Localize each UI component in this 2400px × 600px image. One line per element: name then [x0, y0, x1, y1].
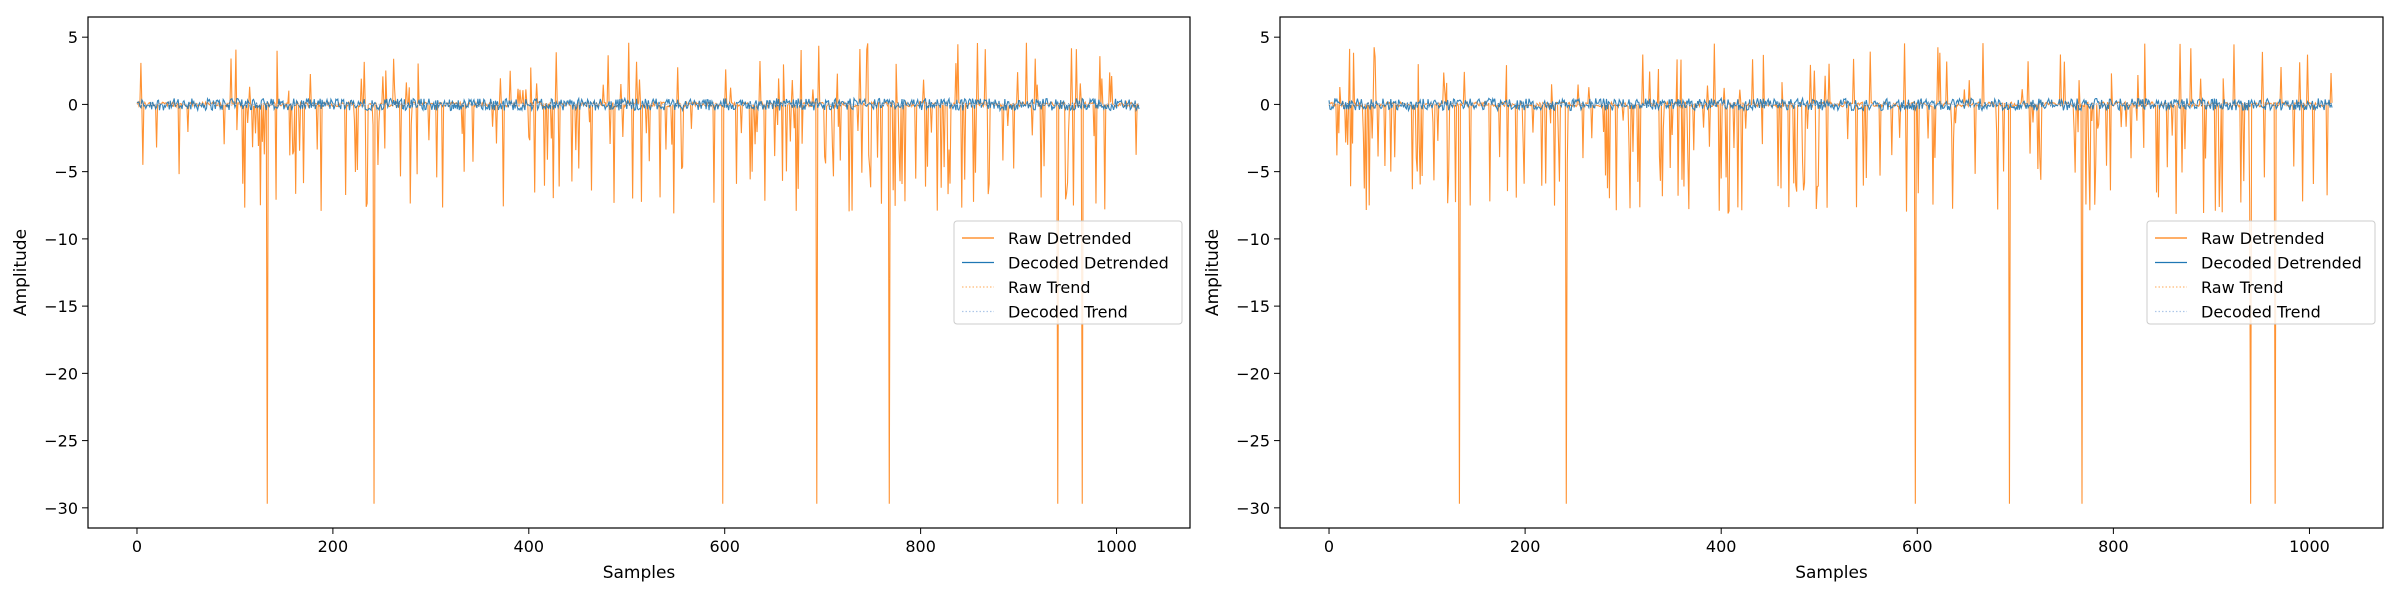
y-tick-label: 0 — [68, 95, 78, 114]
y-tick-label: 0 — [1260, 95, 1270, 114]
y-tick-label: −15 — [1236, 297, 1270, 316]
x-tick-label: 0 — [1324, 537, 1334, 556]
x-tick-label: 600 — [709, 537, 740, 556]
y-tick-label: 5 — [68, 28, 78, 47]
legend-label: Decoded Detrended — [1008, 254, 1169, 273]
y-tick-label: −15 — [44, 297, 78, 316]
legend: Raw Detrended Decoded Detrended Raw Trend D… — [2146, 220, 2376, 325]
x-tick-label: 0 — [132, 537, 142, 556]
x-tick-label: 400 — [1706, 537, 1737, 556]
y-tick-label: −5 — [1246, 163, 1270, 182]
legend-label: Decoded Detrended — [2201, 254, 2362, 273]
chart-panel-2: 0 200 400 600 800 1000 5 0 −5 −10 −15 −20 −25 −30 Samp… — [1203, 16, 2384, 583]
legend-box — [2146, 220, 2376, 325]
legend-label: Raw Trend — [2201, 278, 2284, 297]
y-tick-label: −10 — [44, 230, 78, 249]
x-tick-label: 800 — [905, 537, 936, 556]
y-tick-label: −20 — [44, 364, 78, 383]
x-tick-label: 600 — [1902, 537, 1933, 556]
axes-frame — [1279, 16, 2384, 529]
x-tick-label: 200 — [318, 537, 349, 556]
legend-label: Raw Detrended — [2201, 229, 2325, 248]
y-axis-label: Amplitude — [1203, 229, 1223, 316]
series-line-decoded-detrended — [1328, 96, 2333, 113]
y-tick-label: −10 — [1236, 230, 1270, 249]
x-tick-label: 200 — [1510, 537, 1541, 556]
x-axis-label: Samples — [603, 563, 676, 583]
y-tick-label: −25 — [44, 432, 78, 451]
y-tick-label: −20 — [1236, 364, 1270, 383]
y-tick-label: −30 — [44, 499, 78, 518]
legend-label: Raw Trend — [1008, 278, 1091, 297]
legend-box — [953, 220, 1183, 325]
y-axis-label: Amplitude — [11, 229, 31, 316]
plot-lines — [1328, 43, 2333, 504]
legend-label: Decoded Trend — [2201, 303, 2321, 322]
x-tick-label: 1000 — [1096, 537, 1137, 556]
chart-panel-1: 0 200 400 600 800 1000 5 0 −5 −10 −15 −20 −25 −30 Samp… — [11, 16, 1191, 583]
legend: Raw Detrended Decoded Detrended Raw Trend D… — [953, 220, 1183, 325]
x-tick-label: 800 — [2098, 537, 2129, 556]
y-tick-label: −5 — [54, 163, 78, 182]
legend-label: Raw Detrended — [1008, 229, 1132, 248]
x-tick-label: 400 — [514, 537, 545, 556]
axes-frame — [87, 16, 1191, 529]
plot-lines — [136, 42, 1140, 504]
x-axis-label: Samples — [1795, 563, 1868, 583]
x-tick-label: 1000 — [2289, 537, 2330, 556]
legend-label: Decoded Trend — [1008, 303, 1128, 322]
series-line-decoded-detrended — [136, 96, 1140, 113]
y-tick-label: −30 — [1236, 499, 1270, 518]
y-tick-label: −25 — [1236, 432, 1270, 451]
y-tick-label: 5 — [1260, 28, 1270, 47]
